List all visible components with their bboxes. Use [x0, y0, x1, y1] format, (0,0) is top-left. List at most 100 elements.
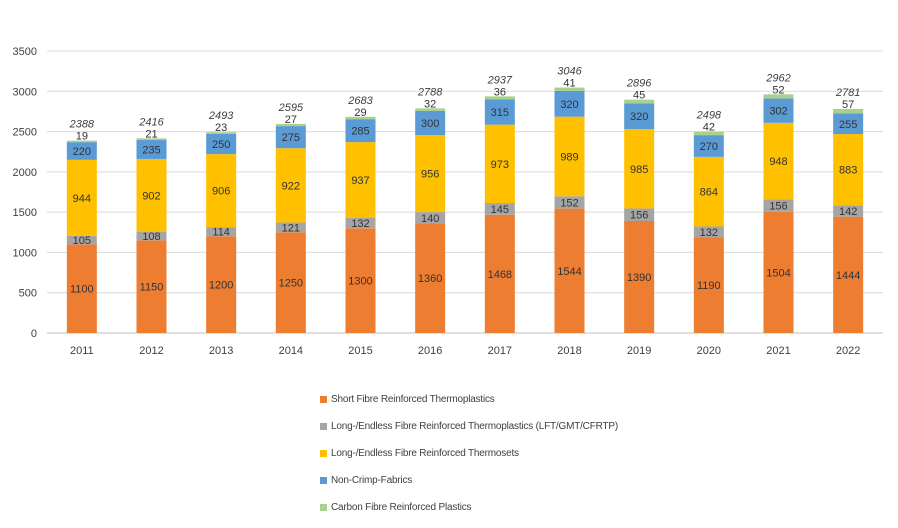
legend-swatch	[320, 396, 327, 403]
total-label: 2388	[69, 119, 95, 131]
bar-segment	[415, 110, 446, 136]
bar-segment	[763, 122, 794, 200]
bar-segment	[484, 214, 515, 333]
bar-segment	[624, 129, 655, 209]
total-label: 2416	[138, 116, 164, 128]
data-label: 235	[142, 144, 160, 156]
data-label: 1190	[697, 280, 721, 292]
bar-segment	[763, 94, 794, 99]
data-label: 1444	[836, 270, 860, 282]
data-label: 57	[842, 99, 854, 111]
data-label: 1504	[766, 267, 790, 279]
data-label: 52	[772, 84, 784, 96]
bar-segment	[66, 159, 97, 236]
bar-segment	[345, 116, 376, 120]
bar-segment	[763, 199, 794, 212]
total-label: 2781	[835, 87, 860, 99]
bar-segment	[345, 228, 376, 333]
x-tick-label: 2019	[627, 345, 651, 357]
data-label: 275	[282, 132, 300, 144]
data-label: 285	[351, 126, 369, 138]
bar-segment	[693, 226, 724, 238]
data-label: 300	[421, 118, 439, 130]
bar-segment	[136, 231, 167, 241]
total-label: 2962	[765, 72, 790, 84]
data-label: 944	[73, 193, 91, 205]
bar-segment	[275, 148, 306, 223]
data-label: 864	[700, 187, 718, 199]
legend-label: Non-Crimp-Fabrics	[331, 475, 413, 486]
legend-label: Short Fibre Reinforced Thermoplastics	[331, 394, 495, 405]
data-label: 41	[563, 78, 575, 90]
data-label: 985	[630, 164, 648, 176]
chart-legend: Short Fibre Reinforced Thermoplastics Lon…	[320, 386, 618, 521]
bar-segment	[206, 154, 237, 228]
bar-segment	[66, 244, 97, 333]
x-tick-label: 2016	[418, 345, 442, 357]
y-tick-label: 2000	[13, 167, 37, 179]
data-label: 956	[421, 169, 439, 181]
legend-swatch	[320, 504, 327, 511]
data-label: 1390	[627, 272, 651, 284]
bar-segment	[693, 135, 724, 157]
bar-segment	[624, 208, 655, 222]
total-label: 2595	[278, 102, 304, 114]
data-label: 937	[351, 175, 369, 187]
legend-item: Carbon Fibre Reinforced Plastics	[320, 494, 618, 521]
legend-item: Short Fibre Reinforced Thermoplastics	[320, 386, 618, 413]
data-label: 1300	[348, 276, 372, 288]
x-tick-label: 2013	[209, 345, 233, 357]
legend-item: Non-Crimp-Fabrics	[320, 467, 618, 494]
data-label: 27	[285, 114, 297, 126]
bar-segment	[415, 212, 446, 224]
data-label: 973	[491, 159, 509, 171]
data-label: 1200	[209, 280, 233, 292]
legend-label: Carbon Fibre Reinforced Plastics	[331, 502, 472, 513]
bar-segment	[693, 237, 724, 333]
data-label: 906	[212, 186, 230, 198]
bar-segment	[206, 227, 237, 237]
bar-segment	[275, 222, 306, 233]
bar-segment	[833, 205, 864, 217]
bar-segment	[554, 87, 585, 91]
y-tick-label: 1500	[13, 207, 37, 219]
bar-segment	[136, 138, 167, 141]
bar-segment	[624, 221, 655, 333]
bar-segment	[136, 158, 167, 232]
bar-segment	[206, 236, 237, 333]
bar-segment	[484, 203, 515, 215]
bar-segment	[624, 99, 655, 104]
x-tick-label: 2011	[70, 345, 94, 357]
bar-segment	[415, 108, 446, 111]
total-label: 2493	[208, 110, 234, 122]
bar-segment	[66, 235, 97, 245]
x-tick-label: 2020	[697, 345, 721, 357]
data-label: 156	[630, 210, 648, 222]
bar-segment	[345, 142, 376, 218]
x-tick-label: 2018	[557, 345, 581, 357]
bar-segment	[275, 126, 306, 149]
data-label: 21	[145, 128, 157, 140]
bar-segment	[554, 116, 585, 197]
bar-segment	[415, 135, 446, 213]
total-label: 2896	[626, 78, 652, 90]
data-label: 142	[839, 206, 857, 218]
data-label: 121	[282, 222, 300, 234]
data-label: 19	[76, 131, 88, 143]
bar-segment	[554, 90, 585, 117]
data-label: 108	[142, 231, 160, 243]
data-label: 145	[491, 204, 509, 216]
bar-segment	[833, 113, 864, 135]
y-tick-label: 1000	[13, 247, 37, 259]
bar-segment	[275, 232, 306, 333]
data-label: 1100	[70, 284, 94, 296]
bar-segment	[624, 103, 655, 130]
data-label: 23	[215, 122, 227, 134]
bar-segment	[484, 96, 515, 100]
bar-segment	[206, 132, 237, 134]
bar-segment	[206, 133, 237, 155]
data-label: 1544	[557, 266, 581, 278]
data-label: 1468	[488, 269, 512, 281]
bar-segment	[554, 196, 585, 209]
total-label: 3046	[557, 66, 582, 78]
